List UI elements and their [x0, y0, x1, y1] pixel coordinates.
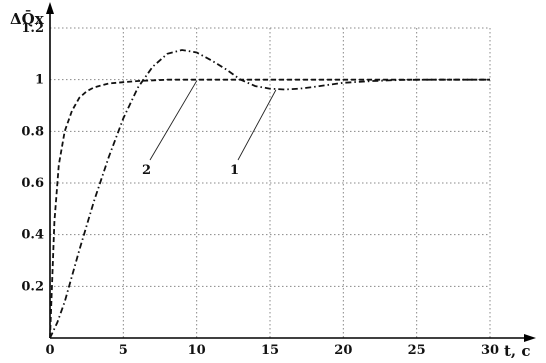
y-tick-label: 1.2	[21, 21, 44, 36]
x-tick-label: 10	[188, 343, 206, 358]
y-tick-label: 0.2	[21, 279, 44, 294]
y-tick-label: 1	[35, 73, 44, 88]
x-tick-label: 0	[45, 343, 54, 358]
axes	[46, 2, 536, 342]
x-tick-label: 30	[481, 343, 499, 358]
series-line-2	[49, 78, 490, 339]
annotation-leader-1	[237, 89, 277, 161]
y-axis-arrow	[46, 2, 54, 14]
x-tick-label: 25	[408, 343, 426, 358]
x-axis-arrow	[524, 334, 536, 342]
grid	[50, 27, 491, 338]
y-tick-label: 0.4	[21, 228, 44, 243]
tick-labels: 0.2 0.4 0.6 0.8 1 1.2 0 5 10 15 20 25 30	[21, 21, 499, 358]
series-line-1	[49, 49, 490, 339]
x-tick-label: 5	[119, 343, 128, 358]
y-tick-label: 0.6	[21, 176, 44, 191]
annotations: 12	[142, 80, 277, 178]
x-axis-title: t, c	[504, 342, 531, 358]
y-axis-title: ΔQ̄x	[10, 9, 45, 28]
y-tick-label: 0.8	[21, 124, 44, 139]
annotation-leader-2	[149, 80, 198, 161]
annotation-label-1: 1	[230, 163, 239, 178]
x-tick-label: 15	[261, 343, 279, 358]
x-tick-label: 20	[334, 343, 352, 358]
series-lines	[49, 49, 490, 339]
annotation-label-2: 2	[142, 163, 151, 178]
